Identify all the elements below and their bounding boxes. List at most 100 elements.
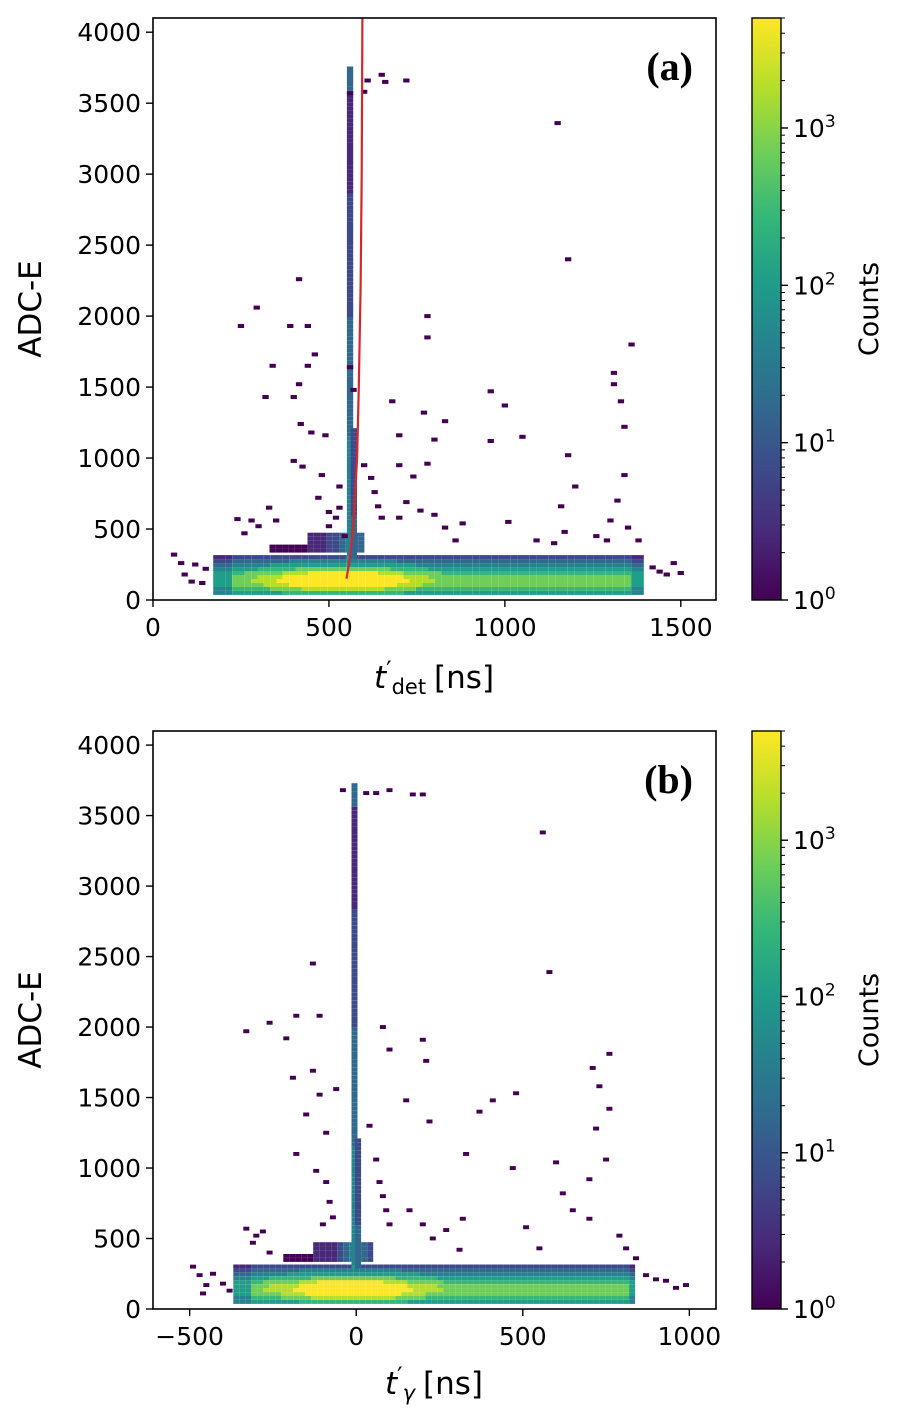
heatmap-cell [533,1296,540,1300]
heatmap-cell [287,1296,294,1300]
heatmap-cell [539,1300,546,1304]
heatmap-cell [233,1296,240,1300]
heatmap-cell [270,559,277,564]
heatmap-cell [413,1284,420,1289]
heatmap-cell [539,1292,546,1296]
heatmap-cell [422,586,429,591]
heatmap-cell-sparse [389,399,396,404]
heatmap-cell [555,571,562,575]
heatmap-cell [335,1288,342,1292]
heatmap-cell [325,1254,332,1258]
heatmap-cell [245,1300,252,1304]
heatmap-cell [365,1272,372,1277]
heatmap-cell [575,1268,582,1273]
heatmap-cell [245,1276,252,1281]
panel-a-xaxis: 0 500 1000 1500 [145,600,713,642]
heatmap-cell-sparse [269,363,276,368]
heatmap-cell [257,1284,264,1289]
heatmap-cell [351,1047,358,1052]
heatmap-cell [335,1268,342,1273]
heatmap-cell [545,1292,552,1296]
heatmap-cell [358,540,365,545]
heatmap-cell [624,559,632,564]
heatmap-cell [561,583,568,587]
heatmap-cell [308,563,315,568]
heatmap-cell [355,1241,362,1245]
heatmap-cell [270,555,277,560]
heatmap-cell [509,1276,516,1281]
heatmap-cell [275,1300,282,1304]
heatmap-cell-sparse [366,1123,373,1128]
heatmap-cell-sparse [304,324,311,328]
heatmap-cell [533,1300,540,1304]
heatmap-cell-sparse [379,1194,386,1199]
y-tick-label: 0 [125,586,141,615]
y-tick-label: 3000 [77,872,141,901]
heatmap-cell [343,1246,350,1250]
heatmap-cell [593,567,600,572]
heatmap-cell [213,559,220,564]
heatmap-cell [326,540,333,545]
heatmap-cell [351,1158,358,1163]
heatmap-cell [618,579,625,583]
heatmap-cell [351,988,358,993]
heatmap-cell [333,583,340,587]
heatmap-cell [355,1209,362,1214]
heatmap-cell [263,1280,270,1285]
heatmap-cell [351,980,358,985]
heatmap-cell [355,1138,362,1143]
heatmap-cell [401,1284,408,1289]
heatmap-cell [245,1284,252,1289]
heatmap-cell [503,1292,510,1296]
heatmap-cell [611,1296,618,1300]
heatmap-cell [367,1246,374,1250]
heatmap-cell [623,1296,630,1300]
heatmap-cell [339,583,347,587]
heatmap-cell [257,1288,264,1292]
heatmap-cell [276,583,283,587]
heatmap-cell [437,1280,444,1285]
heatmap-cell [263,1288,270,1292]
heatmap-cell [346,138,354,143]
heatmap-cell [371,1276,378,1281]
heatmap-cell [555,586,562,591]
heatmap-cell [485,1284,492,1289]
heatmap-cell [542,575,549,579]
heatmap-cell [485,575,492,579]
heatmap-cell [567,583,575,587]
heatmap-cell [377,1276,384,1281]
heatmap-cell-sparse [610,370,618,375]
heatmap-cell [605,1292,612,1296]
heatmap-cell [276,586,283,591]
heatmap-cell [327,575,334,579]
heatmap-cell [629,1284,636,1289]
heatmap-cell [299,1268,306,1273]
heatmap-cell-sparse [170,552,178,557]
heatmap-cell [529,590,537,595]
heatmap-cell [346,332,354,337]
heatmap-cell [358,555,366,560]
heatmap-cell [575,1292,582,1296]
heatmap-cell [355,1162,362,1166]
heatmap-cell [443,1296,450,1300]
heatmap-cell [301,575,309,579]
heatmap-cell-sparse [316,1013,323,1018]
heatmap-cell [365,583,372,587]
heatmap-cell [618,567,625,572]
heatmap-cell [351,1217,358,1222]
heatmap-cell [419,1272,426,1277]
heatmap-cell [473,1268,480,1273]
heatmap-cell [283,1258,290,1262]
heatmap-cell [244,571,252,575]
heatmap-cell [517,555,524,560]
heatmap-cell [244,563,252,568]
heatmap-cell [331,1250,338,1254]
heatmap-cell-sparse [670,561,677,566]
heatmap-cell [351,1075,358,1080]
heatmap-cell [257,1264,264,1269]
heatmap-cell [593,590,600,595]
heatmap-cell [355,1150,362,1155]
heatmap-cell [251,1288,258,1292]
heatmap-cell [467,1300,474,1304]
heatmap-cell-sparse [553,1160,560,1165]
